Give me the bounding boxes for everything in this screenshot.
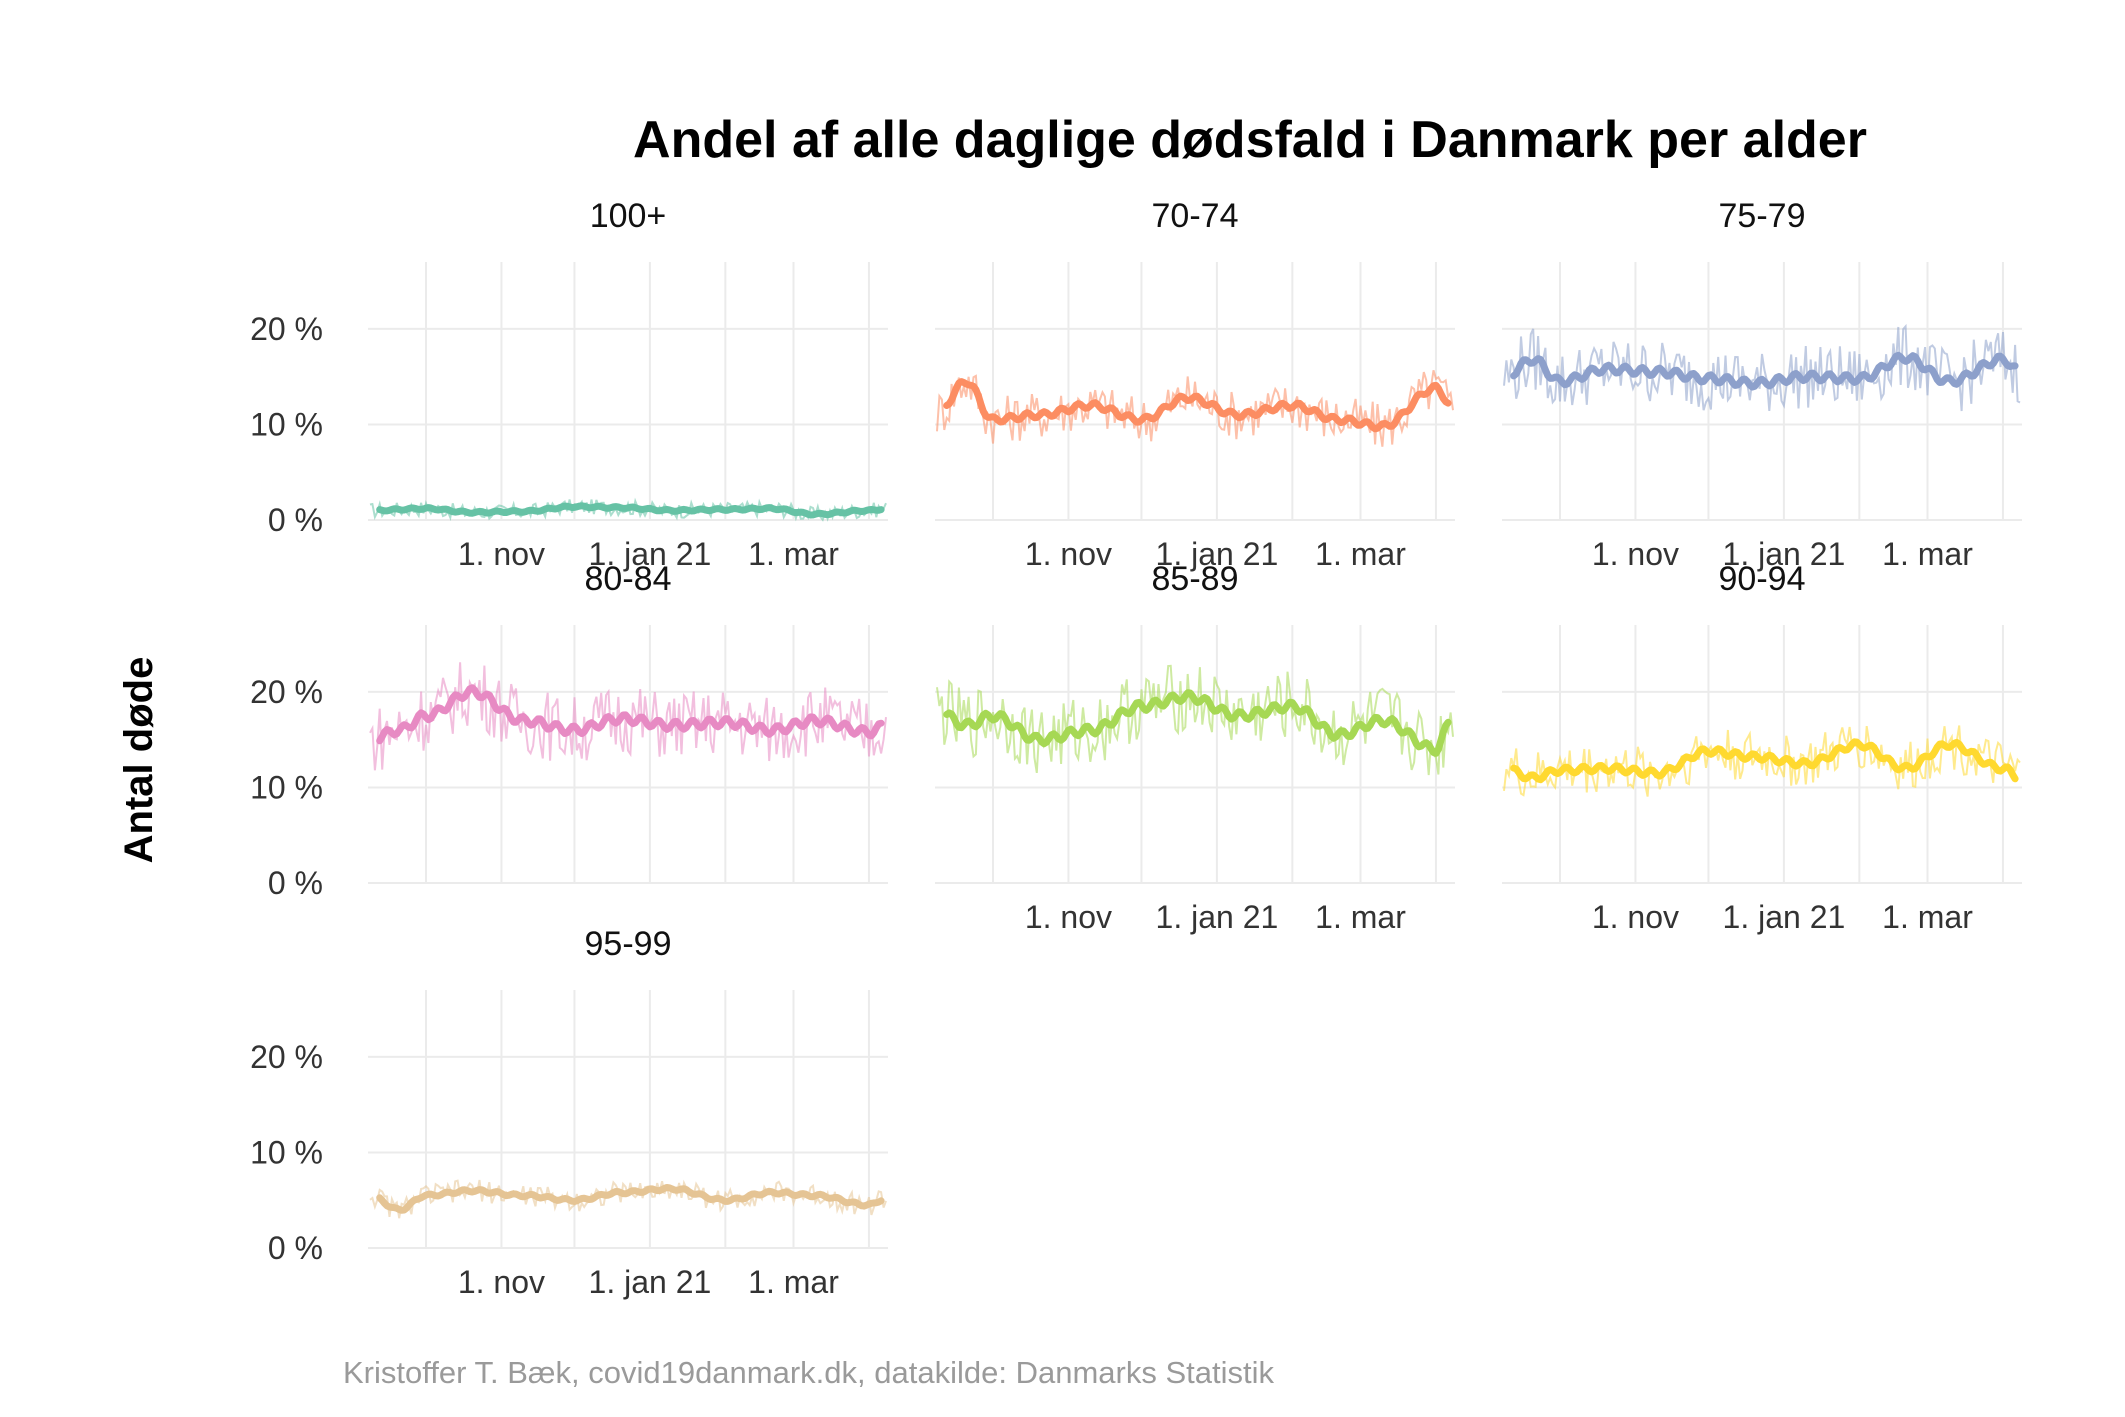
- y-tick-label: 0 %: [268, 1230, 323, 1266]
- panel-85-89: 85-89 1. nov 1. jan 21 1. mar: [935, 560, 1455, 935]
- panel-70-74: 70-74 1. nov 1. jan 21 1. mar: [935, 197, 1455, 572]
- x-tick-label: 1. nov: [1592, 899, 1679, 935]
- panels: 100+0 %10 %20 %1. nov 1. jan 21 1. mar70-7…: [250, 197, 2022, 1300]
- x-tick-label: 1. mar: [748, 1264, 839, 1300]
- rolling-average-line: [943, 689, 1452, 757]
- panel-label: 90-94: [1719, 560, 1806, 598]
- y-tick-label: 0 %: [268, 502, 323, 538]
- panel-label: 95-99: [585, 925, 672, 963]
- panel-90-94: 90-94 1. nov 1. jan 21 1. mar: [1502, 560, 2022, 935]
- x-tick-label: 1. jan 21: [1156, 899, 1279, 935]
- rolling-average-line: [1510, 738, 2019, 784]
- daily-line: [936, 370, 1454, 447]
- x-tick-label: 1. jan 21: [589, 1264, 712, 1300]
- panel-label: 75-79: [1719, 197, 1806, 235]
- y-tick-label: 10 %: [250, 769, 323, 805]
- daily-line: [1503, 725, 2021, 797]
- rolling-average-line: [943, 378, 1452, 433]
- y-tick-label: 20 %: [250, 311, 323, 347]
- y-tick-label: 10 %: [250, 406, 323, 442]
- panel-label: 70-74: [1152, 197, 1239, 235]
- panel-label: 100+: [590, 197, 667, 235]
- x-tick-label: 1. jan 21: [1723, 899, 1846, 935]
- x-tick-label: 1. nov: [1592, 536, 1679, 572]
- rolling-average-line: [376, 1184, 885, 1214]
- y-tick-label: 10 %: [250, 1134, 323, 1170]
- x-tick-label: 1. mar: [1882, 536, 1973, 572]
- rolling-average-line: [376, 684, 885, 745]
- panel-label: 80-84: [585, 560, 672, 598]
- panel-95-99: 95-99 0 % 10 % 20 % 1. nov 1. jan 21 1. mar: [250, 925, 888, 1300]
- x-tick-label: 1. mar: [1315, 899, 1406, 935]
- daily-line: [1503, 323, 2021, 412]
- x-tick-label: 1. jan 21: [589, 536, 712, 572]
- x-tick-label: 1. mar: [1882, 899, 1973, 935]
- panel-label: 85-89: [1152, 560, 1239, 598]
- panel-75-79: 75-79 1. nov 1. jan 21 1. mar: [1502, 197, 2022, 572]
- y-tick-label: 0 %: [268, 865, 323, 901]
- rolling-average-line: [1510, 351, 2019, 391]
- x-tick-label: 1. nov: [1025, 536, 1112, 572]
- daily-line: [936, 664, 1454, 776]
- x-tick-label: 1. nov: [458, 1264, 545, 1300]
- panel-80-84: 80-84 0 % 10 % 20 %: [250, 560, 888, 901]
- y-tick-label: 20 %: [250, 1039, 323, 1075]
- chart-title: Andel af alle daglige dødsfald i Danmark…: [633, 111, 1867, 169]
- y-axis-label: Antal døde: [117, 657, 161, 864]
- caption: Kristoffer T. Bæk, covid19danmark.dk, da…: [343, 1355, 1274, 1390]
- rolling-average-line: [376, 502, 885, 519]
- x-tick-label: 1. mar: [1315, 536, 1406, 572]
- x-tick-label: 1. mar: [748, 536, 839, 572]
- x-tick-label: 1. nov: [458, 536, 545, 572]
- panel-100+: 100+ 0 % 10 % 20 % 1. nov 1. jan 21 1. mar: [250, 197, 888, 572]
- x-tick-label: 1. jan 21: [1156, 536, 1279, 572]
- y-tick-label: 20 %: [250, 674, 323, 710]
- x-tick-label: 1. jan 21: [1723, 536, 1846, 572]
- x-tick-label: 1. nov: [1025, 899, 1112, 935]
